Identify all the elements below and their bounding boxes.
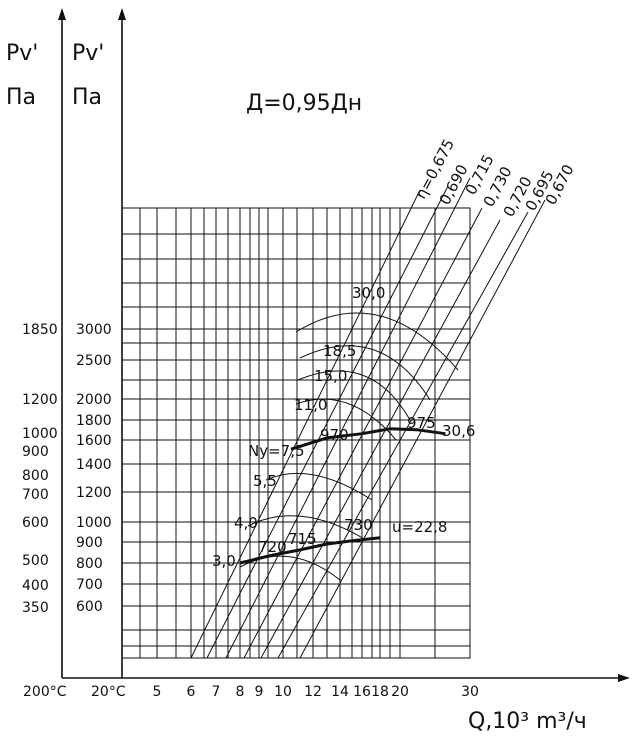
chart-title: Д=0,95Дн xyxy=(246,91,362,116)
outer-axis-label-bottom: Па xyxy=(6,85,36,110)
x-tick-label: 10 xyxy=(274,684,292,700)
x-axis-arrow xyxy=(618,674,630,682)
x-tick-label: 8 xyxy=(236,684,245,700)
axes xyxy=(58,8,630,682)
curve-labels: η=0,6750,6900,7150,7300,7200,6950,67030,… xyxy=(212,136,578,570)
grid xyxy=(121,207,471,659)
inner-y-tick-labels: 3000 2500 2000 1800 1600 1400 1200 1000 900 800 70… xyxy=(76,322,112,615)
inner-y-tick-label: 600 xyxy=(76,599,103,615)
series-curve-0 xyxy=(290,427,446,451)
inner-y-tick-label: 700 xyxy=(76,577,103,593)
grid-frame xyxy=(121,207,471,659)
outer-y-tick-label: 350 xyxy=(22,600,49,616)
inner-axis-label-top: Pv' xyxy=(72,41,104,66)
power-label: 18,5 xyxy=(323,342,356,360)
inner-y-tick-label: 900 xyxy=(76,535,103,551)
inner-temp-label: 20°C xyxy=(91,684,126,700)
x-tick-label: 9 xyxy=(255,684,264,700)
power-curve xyxy=(299,345,431,401)
efficiency-line xyxy=(299,199,546,659)
x-tick-label: 7 xyxy=(212,684,221,700)
efficiency-line xyxy=(190,189,421,659)
efficiency-line xyxy=(260,219,501,659)
inner-y-tick-label: 1400 xyxy=(76,457,112,473)
inner-axis-label-bottom: Па xyxy=(72,85,102,110)
series-curve-1 xyxy=(239,536,381,565)
power-label: Ny=7,5 xyxy=(248,442,305,460)
x-tick-label: 5 xyxy=(153,684,162,700)
efficiency-line xyxy=(277,211,529,659)
speed-label: 730 xyxy=(344,516,373,534)
speed-label: 970 xyxy=(320,426,349,444)
series-end-label: 30,6 xyxy=(442,422,475,440)
inner-y-tick-label: 2000 xyxy=(76,392,112,408)
power-label: 30,0 xyxy=(352,284,385,302)
outer-y-axis-arrow xyxy=(58,8,66,20)
efficiency-line xyxy=(225,177,471,659)
power-label: 3,0 xyxy=(212,552,236,570)
power-label: 4,0 xyxy=(234,514,258,532)
inner-y-axis-arrow xyxy=(118,8,126,20)
power-curve xyxy=(297,370,411,421)
outer-y-tick-label: 600 xyxy=(22,515,49,531)
inner-y-tick-label: 1200 xyxy=(76,485,112,501)
x-tick-label: 16 xyxy=(353,684,371,700)
x-tick-label: 14 xyxy=(331,684,349,700)
power-label: 5,5 xyxy=(253,472,277,490)
outer-y-tick-label: 800 xyxy=(22,468,49,484)
inner-y-tick-label: 1600 xyxy=(76,433,112,449)
outer-y-tick-label: 400 xyxy=(22,578,49,594)
power-label: 15,0 xyxy=(314,367,347,385)
outer-axis-label-top: Pv' xyxy=(6,41,38,66)
x-tick-label: 30 xyxy=(461,684,479,700)
x-tick-labels: 5 6 7 8 9 10 12 14 16 18 20 30 xyxy=(153,684,479,700)
x-axis-label: Q,10³ m³/ч xyxy=(468,709,587,734)
series-end-label: u=22,8 xyxy=(392,518,447,536)
outer-y-tick-label: 900 xyxy=(22,444,49,460)
outer-y-tick-label: 500 xyxy=(22,553,49,569)
outer-y-tick-label: 1000 xyxy=(22,426,58,442)
speed-label: 975 xyxy=(407,414,436,432)
outer-y-tick-label: 1200 xyxy=(22,392,58,408)
outer-y-tick-label: 700 xyxy=(22,487,49,503)
outer-temp-label: 200°C xyxy=(23,684,67,700)
power-curves xyxy=(239,312,459,581)
power-curve xyxy=(265,472,373,501)
outer-y-tick-label: 1850 xyxy=(22,322,58,338)
outer-y-tick-labels: 1850 1200 1000 900 800 700 600 500 400 350 xyxy=(22,322,58,616)
power-label: 11,0 xyxy=(294,396,327,414)
speed-label: 720 xyxy=(258,538,287,556)
inner-y-tick-label: 1800 xyxy=(76,413,112,429)
power-curve xyxy=(295,312,459,371)
inner-y-tick-label: 3000 xyxy=(76,322,112,338)
x-tick-label: 12 xyxy=(304,684,322,700)
efficiency-lines xyxy=(190,177,546,659)
series-curves xyxy=(239,427,446,565)
inner-y-tick-label: 800 xyxy=(76,556,103,572)
x-tick-label: 6 xyxy=(187,684,196,700)
speed-label: 715 xyxy=(288,530,317,548)
x-tick-label: 20 xyxy=(391,684,409,700)
x-tick-label: 18 xyxy=(371,684,389,700)
inner-y-tick-label: 2500 xyxy=(76,353,112,369)
power-curve xyxy=(239,555,341,581)
inner-y-tick-label: 1000 xyxy=(76,515,112,531)
efficiency-line xyxy=(206,185,449,659)
power-curve xyxy=(247,515,367,541)
